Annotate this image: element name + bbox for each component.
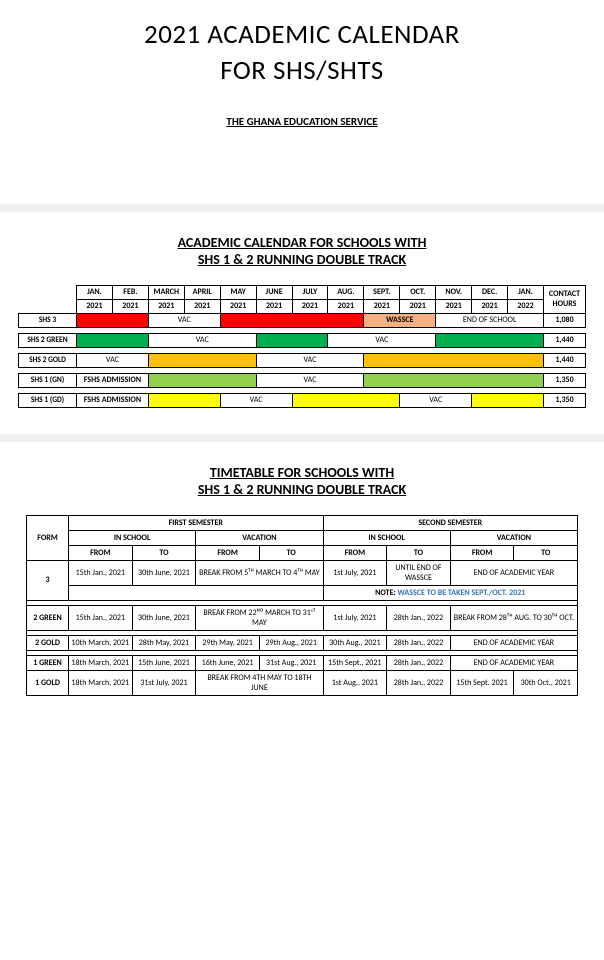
row-shs2green: SHS 2 GREEN VAC VAC 1,440 bbox=[19, 333, 586, 347]
section1-title-l2: SHS 1 & 2 RUNNING DOUBLE TRACK bbox=[198, 251, 406, 268]
header-years: 20212021 20212021 20212021 20212021 2021… bbox=[19, 299, 586, 313]
tt-row-1green: 1 GREEN 18th March, 2021 15th June, 2021… bbox=[27, 655, 578, 670]
section2-title-l1: TIMETABLE FOR SCHOOLS WITH bbox=[210, 464, 394, 481]
section2-title: TIMETABLE FOR SCHOOLS WITH SHS 1 & 2 RUN… bbox=[0, 464, 604, 499]
doc-title-1: 2021 ACADEMIC CALENDAR bbox=[30, 20, 574, 50]
doc-title-2: FOR SHS/SHTS bbox=[30, 54, 574, 87]
calendar-table-wrap: JAN.FEB. MARCHAPRIL MAYJUNE JULYAUG. SEP… bbox=[0, 285, 604, 434]
timetable: FORM FIRST SEMESTER SECOND SEMESTER IN S… bbox=[26, 515, 578, 696]
row-shs2gold: SHS 2 GOLD VAC VAC 1,440 bbox=[19, 353, 586, 367]
section2-title-l2: SHS 1 & 2 RUNNING DOUBLE TRACK bbox=[198, 481, 406, 498]
calendar-table: JAN.FEB. MARCHAPRIL MAYJUNE JULYAUG. SEP… bbox=[18, 285, 586, 408]
row-shs1gd: SHS 1 (GD) FSHS ADMISSION VAC VAC 1,350 bbox=[19, 393, 586, 407]
section1-title-l1: ACADEMIC CALENDAR FOR SCHOOLS WITH bbox=[178, 234, 427, 251]
header-months: JAN.FEB. MARCHAPRIL MAYJUNE JULYAUG. SEP… bbox=[19, 285, 586, 299]
section1-title: ACADEMIC CALENDAR FOR SCHOOLS WITH SHS 1… bbox=[0, 234, 604, 269]
divider bbox=[0, 204, 604, 212]
tt-row-3: 3 15th Jan., 2021 30th June, 2021 BREAK … bbox=[27, 560, 578, 585]
header-block: 2021 ACADEMIC CALENDAR FOR SHS/SHTS THE … bbox=[0, 0, 604, 204]
row-shs1gn: SHS 1 (GN) FSHS ADMISSION VAC 1,350 bbox=[19, 373, 586, 387]
tt-row-2green: 2 GREEN 15th Jan., 2021 30th June, 2021 … bbox=[27, 605, 578, 630]
tt-row-1gold: 1 GOLD 18th March, 2021 31st July, 2021 … bbox=[27, 670, 578, 695]
tt-row-2gold: 2 GOLD 10th March, 2021 28th May, 2021 2… bbox=[27, 635, 578, 650]
divider bbox=[0, 434, 604, 442]
doc-subtitle: THE GHANA EDUCATION SERVICE bbox=[30, 115, 574, 128]
timetable-wrap: FORM FIRST SEMESTER SECOND SEMESTER IN S… bbox=[0, 515, 604, 726]
row-shs3: SHS 3 VAC WASSCE END OF SCHOOL 1,080 bbox=[19, 313, 586, 327]
